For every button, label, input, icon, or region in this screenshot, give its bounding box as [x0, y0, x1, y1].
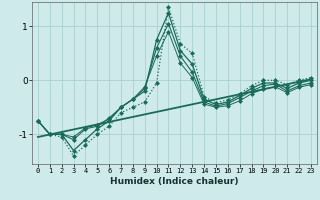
X-axis label: Humidex (Indice chaleur): Humidex (Indice chaleur): [110, 177, 239, 186]
